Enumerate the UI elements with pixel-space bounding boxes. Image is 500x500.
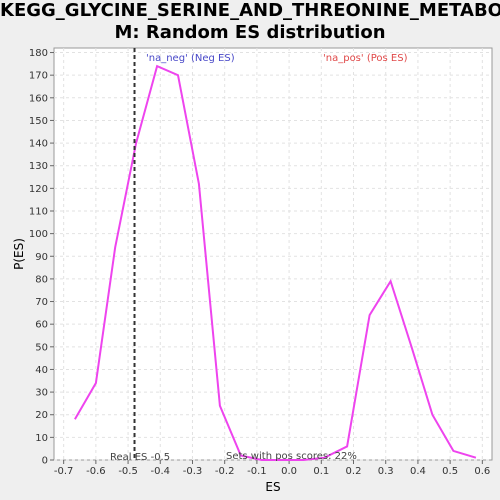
- y-tick-label: 30: [35, 388, 48, 399]
- axes: 0 10 20 30 40 50 60 70 80 90 100 110 120 130 140 150 160…: [29, 48, 490, 477]
- y-tick-label: 180: [29, 48, 48, 59]
- y-tick-label: 80: [35, 274, 48, 285]
- x-tick-label: -0.1: [247, 466, 267, 477]
- y-tick-label: 60: [35, 320, 48, 331]
- y-tick-label: 130: [29, 161, 48, 172]
- y-tick-label: 0: [42, 456, 48, 467]
- y-tick-label: 140: [29, 139, 48, 150]
- chart-title: KEGG_GLYCINE_SERINE_AND_THREONINE_METABO…: [0, 0, 500, 44]
- x-tick-label: 0.2: [346, 466, 362, 477]
- y-tick-label: 10: [35, 433, 48, 444]
- pos-scores-label: Sets with pos scores: 22%: [226, 451, 357, 462]
- chart-title-line1: KEGG_GLYCINE_SERINE_AND_THREONINE_METABO…: [0, 0, 500, 21]
- plot-area: [53, 47, 493, 461]
- x-tick-label: -0.7: [54, 466, 74, 477]
- legend-pos-label: 'na_pos' (Pos ES): [323, 53, 408, 64]
- series-line: [74, 64, 477, 461]
- x-tick-label: 0.6: [474, 466, 490, 477]
- x-tick-label: 0.0: [281, 466, 297, 477]
- x-tick-label: 0.4: [410, 466, 426, 477]
- x-tick-label: -0.6: [86, 466, 106, 477]
- y-tick-label: 150: [29, 116, 48, 127]
- y-tick-label: 120: [29, 184, 48, 195]
- x-tick-label: -0.5: [118, 466, 138, 477]
- y-tick-label: 110: [29, 206, 48, 217]
- y-tick-label: 90: [35, 252, 48, 263]
- x-tick-label: -0.3: [183, 466, 203, 477]
- y-axis-label: P(ES): [12, 238, 26, 270]
- x-axis-label: ES: [265, 480, 280, 494]
- x-tick-label: 0.3: [378, 466, 394, 477]
- x-tick-label: -0.2: [215, 466, 235, 477]
- grid-lines: [54, 48, 492, 461]
- x-tick-label: 0.1: [313, 466, 329, 477]
- real-es-label: Real ES -0.5: [110, 452, 170, 463]
- x-tick-label: 0.5: [442, 466, 458, 477]
- y-tick-label: 70: [35, 297, 48, 308]
- y-tick-label: 40: [35, 365, 48, 376]
- legend-neg-label: 'na_neg' (Neg ES): [146, 53, 235, 64]
- y-tick-label: 20: [35, 410, 48, 421]
- chart-title-line2: M: Random ES distribution: [114, 22, 386, 43]
- x-tick-label: -0.4: [151, 466, 171, 477]
- y-tick-label: 170: [29, 71, 48, 82]
- y-tick-label: 100: [29, 229, 48, 240]
- y-tick-label: 160: [29, 93, 48, 104]
- y-tick-label: 50: [35, 342, 48, 353]
